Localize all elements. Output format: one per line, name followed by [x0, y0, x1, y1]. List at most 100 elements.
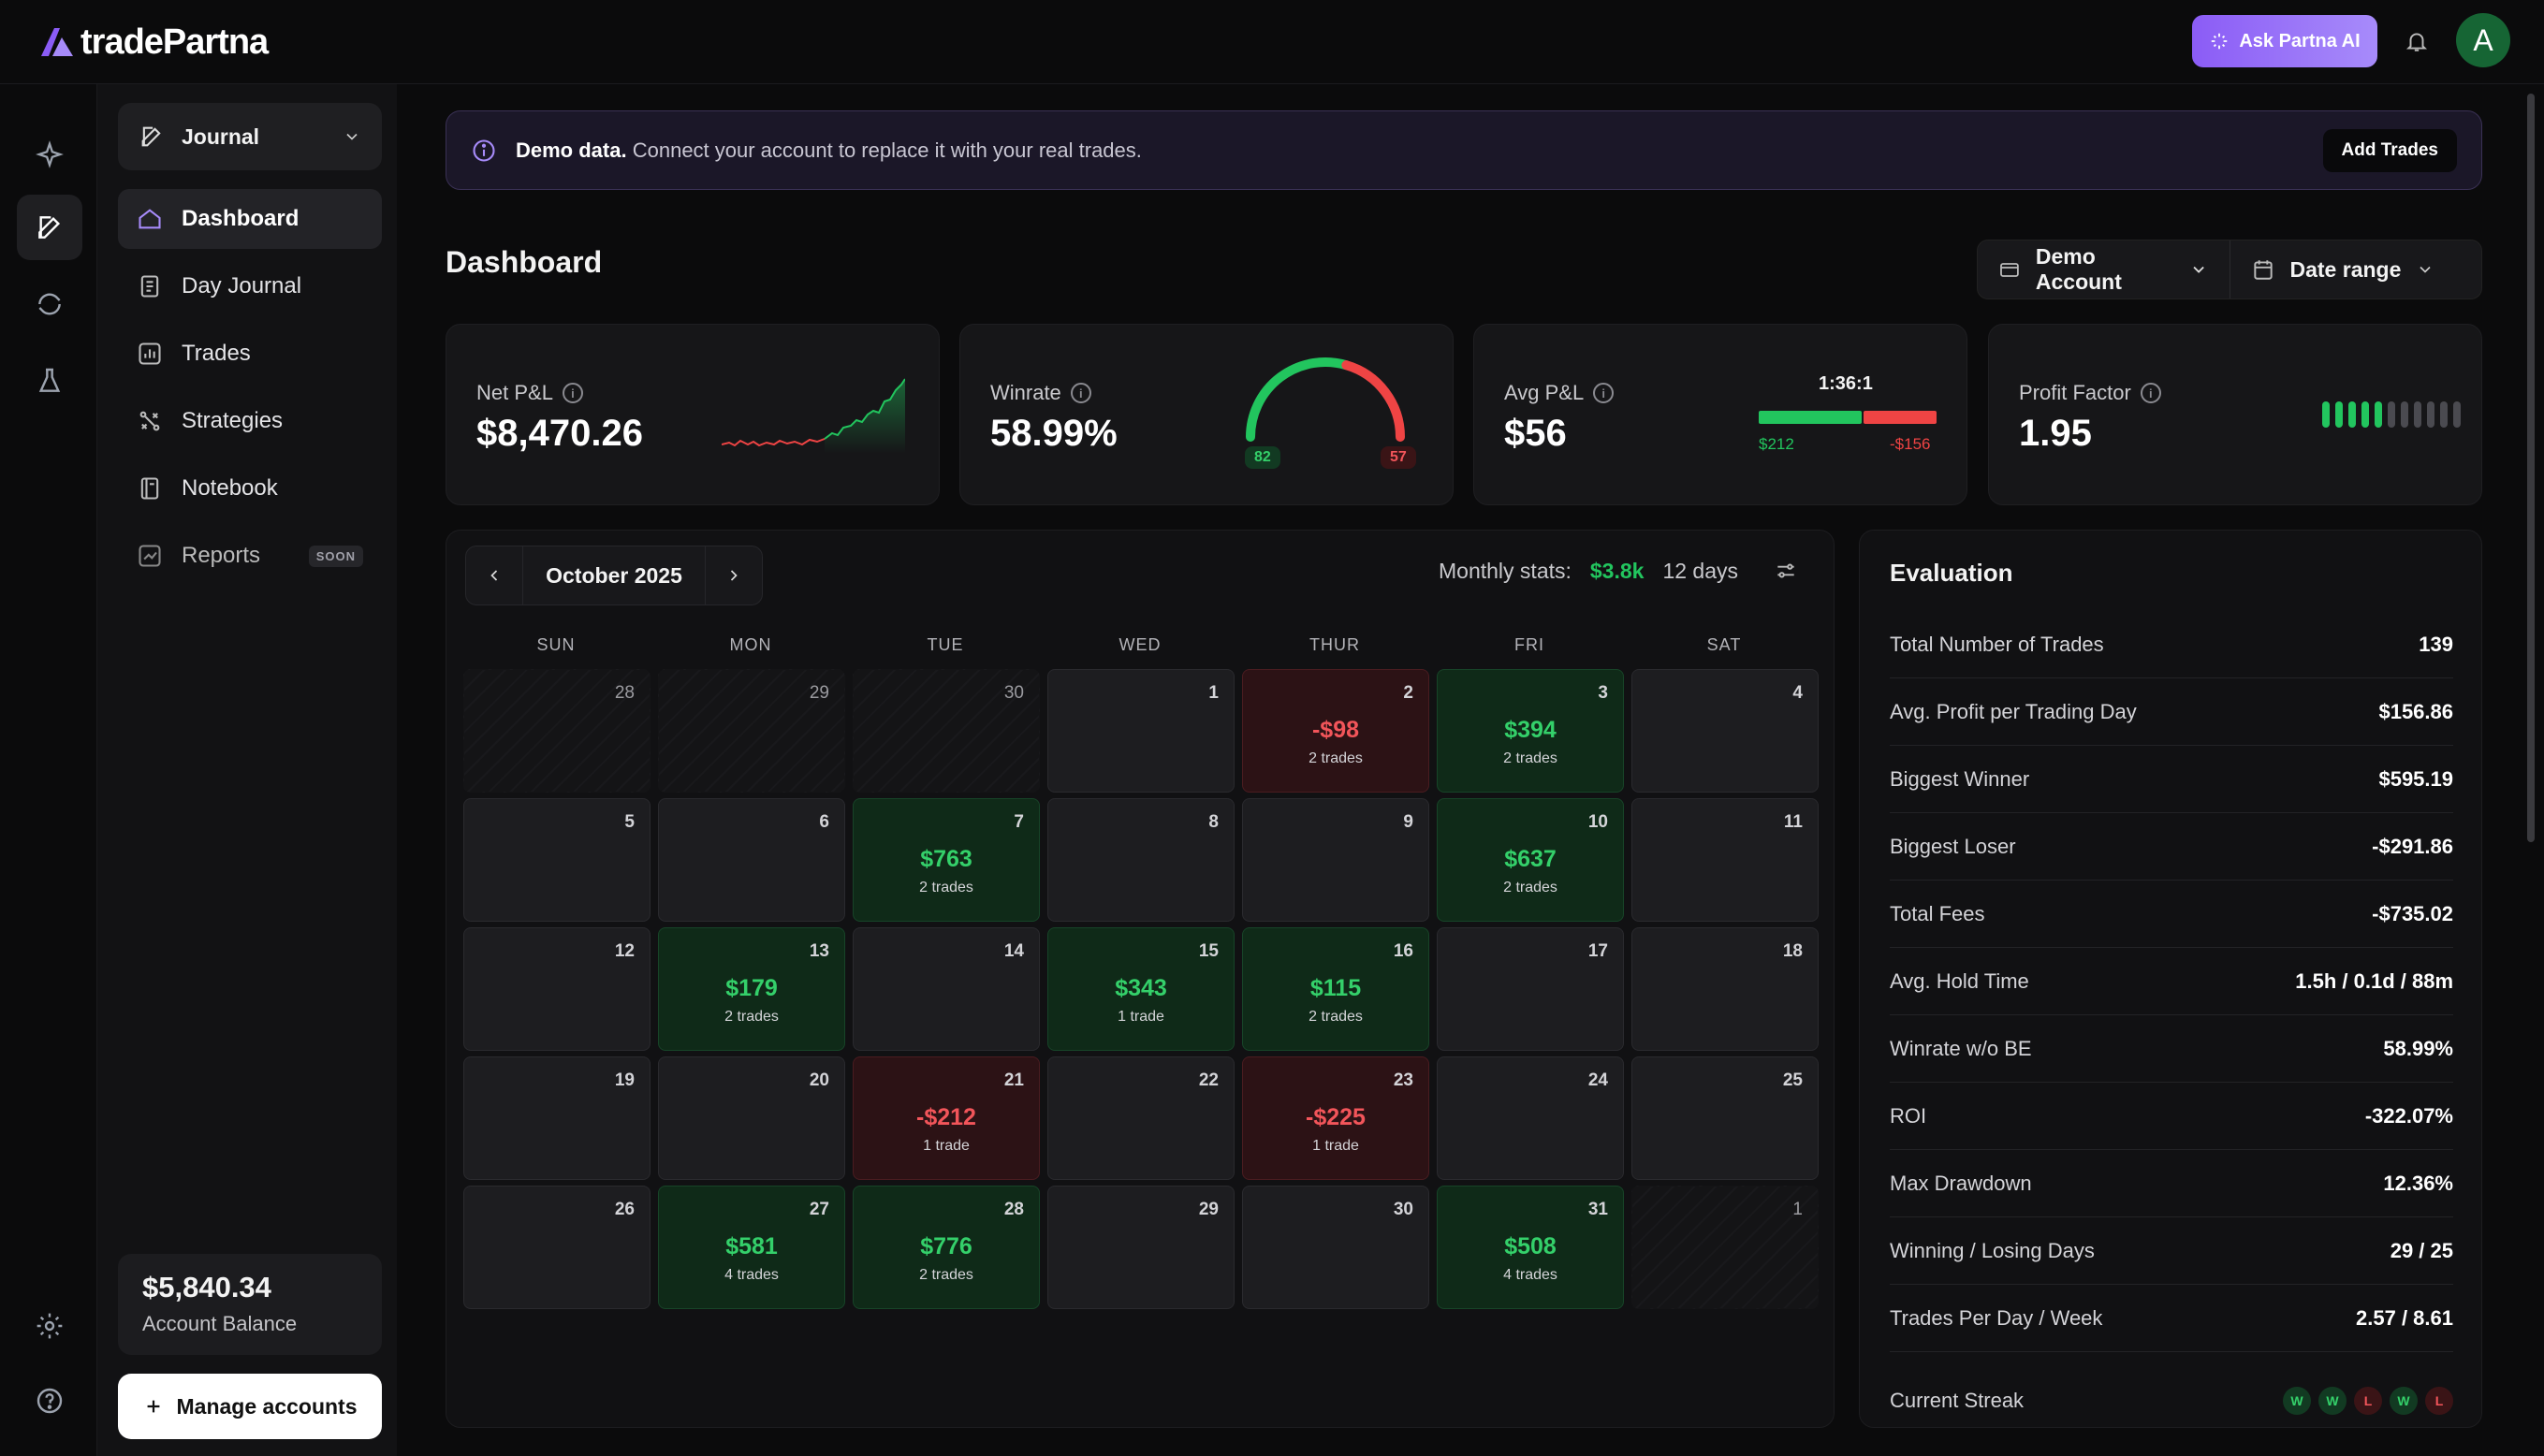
prev-month-chevron-left-icon[interactable]: [466, 546, 522, 604]
evaluation-value: -$735.02: [2372, 901, 2453, 925]
calendar-day-cell[interactable]: 15 $343 1 trade: [1047, 927, 1235, 1051]
add-trades-button[interactable]: Add Trades: [2322, 128, 2457, 172]
monthly-stats: Monthly stats: $3.8k 12 days: [1439, 559, 1738, 584]
sidebar-item-strategies[interactable]: Strategies: [118, 391, 382, 451]
calendar-day-cell: 1: [1631, 1186, 1819, 1309]
calendar-settings-sliders-icon[interactable]: [1774, 559, 1798, 588]
day-number: 15: [1198, 941, 1219, 961]
calendar-day-cell[interactable]: 19: [463, 1056, 651, 1180]
calendar-day-cell[interactable]: 29: [1047, 1186, 1235, 1309]
manage-accounts-button[interactable]: Manage accounts: [118, 1374, 382, 1439]
calendar-day-cell[interactable]: 13 $179 2 trades: [658, 927, 845, 1051]
calendar-day-cell[interactable]: 23 -$225 1 trade: [1242, 1056, 1429, 1180]
calendar-day-cell[interactable]: 21 -$212 1 trade: [853, 1056, 1040, 1180]
avg-win-bar: [1759, 411, 1862, 424]
chevron-down-icon: [346, 133, 358, 140]
calendar-day-cell[interactable]: 4: [1631, 669, 1819, 793]
user-avatar[interactable]: A: [2456, 13, 2510, 67]
ai-sparkle-icon[interactable]: [17, 122, 82, 187]
settings-gear-icon[interactable]: [17, 1293, 82, 1359]
calendar-day-cell[interactable]: 22: [1047, 1056, 1235, 1180]
page-scrollbar-thumb[interactable]: [2527, 94, 2535, 842]
evaluation-row: Total Fees -$735.02: [1890, 881, 2453, 948]
account-select[interactable]: Demo Account: [1978, 240, 2230, 298]
calendar-day-cell[interactable]: 12: [463, 927, 651, 1051]
calendar-day-cell[interactable]: 18: [1631, 927, 1819, 1051]
day-number: 31: [1587, 1200, 1608, 1219]
info-icon[interactable]: i: [2140, 383, 2161, 403]
calendar-day-cell[interactable]: 28 $776 2 trades: [853, 1186, 1040, 1309]
calendar-day-cell[interactable]: 9: [1242, 798, 1429, 922]
calendar-day-cell[interactable]: 8: [1047, 798, 1235, 922]
strategy-icon: [139, 411, 160, 431]
winrate-losses-badge: 57: [1381, 446, 1416, 469]
calendar-day-cell[interactable]: 30: [1242, 1186, 1429, 1309]
logo-icon: [41, 28, 73, 56]
sidebar-item-trades[interactable]: Trades: [118, 324, 382, 384]
day-pnl: $581: [725, 1233, 778, 1259]
sidebar-item-reports[interactable]: Reports SOON: [118, 526, 382, 586]
calendar-day-cell[interactable]: 3 $394 2 trades: [1437, 669, 1624, 793]
sidebar-item-notebook[interactable]: Notebook: [118, 459, 382, 518]
day-pnl: $179: [725, 975, 778, 1001]
avg-pnl-card: Avg P&L i $56 1:36:1 $212 -$156: [1473, 324, 1967, 505]
sidebar-item-day-journal[interactable]: Day Journal: [118, 256, 382, 316]
journal-label: Journal: [182, 124, 260, 149]
home-icon: [139, 209, 161, 229]
avg-pnl-label: Avg P&L: [1504, 381, 1585, 404]
day-number: 3: [1598, 683, 1608, 703]
calendar-day-cell[interactable]: 17: [1437, 927, 1624, 1051]
streak-badge: L: [2425, 1387, 2453, 1415]
date-range-select[interactable]: Date range: [2229, 240, 2482, 298]
calendar-day-cell[interactable]: 27 $581 4 trades: [658, 1186, 845, 1309]
app-name: tradePartna: [80, 22, 269, 62]
evaluation-value: $156.86: [2378, 699, 2453, 723]
sidebar-item-dashboard[interactable]: Dashboard: [118, 189, 382, 249]
info-icon[interactable]: i: [562, 383, 583, 403]
sidebar-item-label: Dashboard: [182, 206, 300, 231]
current-month-label[interactable]: October 2025: [522, 546, 706, 604]
reports-icon: [139, 545, 161, 567]
evaluation-value: 58.99%: [2383, 1036, 2453, 1060]
evaluation-row: Avg. Hold Time 1.5h / 0.1d / 88m: [1890, 948, 2453, 1015]
ask-ai-label: Ask Partna AI: [2239, 30, 2361, 51]
journal-select[interactable]: Journal: [118, 103, 382, 170]
sync-icon[interactable]: [17, 271, 82, 337]
calendar-day-cell[interactable]: 20: [658, 1056, 845, 1180]
ask-partna-ai-button[interactable]: Ask Partna AI: [2192, 15, 2377, 67]
calendar-day-cell[interactable]: 1: [1047, 669, 1235, 793]
evaluation-label: Winning / Losing Days: [1890, 1238, 2095, 1262]
lab-flask-icon[interactable]: [17, 348, 82, 414]
day-pnl: $508: [1504, 1233, 1557, 1259]
sidebar: Journal Dashboard Day Journal Trades Str…: [97, 84, 397, 1456]
evaluation-row: Biggest Winner $595.19: [1890, 746, 2453, 813]
calendar-day-cell[interactable]: 7 $763 2 trades: [853, 798, 1040, 922]
calendar-day-cell[interactable]: 14: [853, 927, 1040, 1051]
help-icon[interactable]: [17, 1368, 82, 1434]
avg-loss-value: -$156: [1890, 435, 1931, 453]
day-pnl: -$212: [916, 1104, 976, 1130]
info-icon[interactable]: i: [1070, 383, 1091, 403]
day-pnl: $637: [1504, 846, 1557, 872]
calendar-day-cell[interactable]: 24: [1437, 1056, 1624, 1180]
app-logo[interactable]: tradePartna: [39, 21, 269, 64]
calendar-day-cell[interactable]: 2 -$98 2 trades: [1242, 669, 1429, 793]
calendar-day-cell[interactable]: 5: [463, 798, 651, 922]
calendar-day-cell[interactable]: 10 $637 2 trades: [1437, 798, 1624, 922]
calendar-day-cell[interactable]: 25: [1631, 1056, 1819, 1180]
banner-text: Connect your account to replace it with …: [632, 138, 1142, 162]
calendar-day-cell[interactable]: 16 $115 2 trades: [1242, 927, 1429, 1051]
journal-edit-icon[interactable]: [17, 195, 82, 260]
day-number: 1: [1792, 1200, 1803, 1219]
next-month-chevron-right-icon[interactable]: [706, 546, 762, 604]
calendar-day-cell[interactable]: 11: [1631, 798, 1819, 922]
calendar-day-cell[interactable]: 31 $508 4 trades: [1437, 1186, 1624, 1309]
calendar-day-cell[interactable]: 6: [658, 798, 845, 922]
day-trade-count: 2 trades: [919, 1267, 973, 1283]
evaluation-label: Trades Per Day / Week: [1890, 1305, 2103, 1330]
notifications-bell-icon[interactable]: [2396, 21, 2437, 62]
info-icon[interactable]: i: [1593, 383, 1615, 403]
month-navigator: October 2025: [465, 546, 763, 605]
calendar-day-cell[interactable]: 26: [463, 1186, 651, 1309]
